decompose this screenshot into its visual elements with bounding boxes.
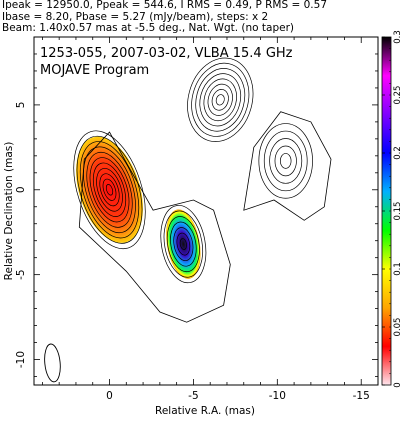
contour-level xyxy=(207,83,233,116)
contour-level xyxy=(163,210,204,278)
contour-level xyxy=(105,184,114,196)
contour-level xyxy=(86,151,133,228)
contour-level xyxy=(83,146,136,234)
contour-level xyxy=(199,73,242,127)
contour-level xyxy=(258,123,313,199)
contour-level xyxy=(89,157,130,223)
header-line-3: Beam: 1.40x0.57 mas at -5.5 deg., Nat. W… xyxy=(2,22,295,35)
colorbar-tick-label: 0.15 xyxy=(393,202,403,221)
colorbar-tick-label: 0.25 xyxy=(393,86,403,105)
contour-level xyxy=(279,153,292,169)
contour-level xyxy=(263,130,308,192)
map-annotation-line-2: MOJAVE Program xyxy=(40,63,149,78)
colorbar-tick-label: 0.3 xyxy=(393,30,403,44)
contour-level xyxy=(187,57,254,142)
contour-level xyxy=(99,173,120,207)
x-tick-label: -10 xyxy=(269,390,286,402)
plot-area xyxy=(3,37,378,385)
contour-level xyxy=(179,238,187,250)
contour-level xyxy=(211,89,229,111)
plot-frame xyxy=(33,36,379,386)
contour-group-core xyxy=(73,130,146,250)
contour-level xyxy=(102,178,117,201)
contour-group-knot-west xyxy=(258,123,313,199)
outer-contour-envelope-west xyxy=(243,111,332,221)
x-tick-label: -5 xyxy=(188,390,198,402)
y-tick-label: -5 xyxy=(15,269,27,279)
contour-level xyxy=(170,221,197,267)
y-axis-label: Relative Declination (mas) xyxy=(3,142,15,281)
contour-level xyxy=(215,94,225,106)
outer-contour-envelope xyxy=(78,131,231,323)
y-tick-label: -10 xyxy=(15,351,27,368)
contour-level xyxy=(73,130,146,250)
beam-ellipse xyxy=(44,343,61,383)
map-annotation-line-1: 1253-055, 2007-03-02, VLBA 15.4 GHz xyxy=(40,46,293,61)
contour-level xyxy=(191,62,250,137)
x-tick-label: 0 xyxy=(106,390,113,402)
contour-level xyxy=(92,162,127,217)
y-tick-label: 5 xyxy=(15,102,27,109)
colorbar-tick-label: 0 xyxy=(393,382,403,387)
contour-level xyxy=(195,68,246,132)
jet-polarization-patch xyxy=(166,209,201,279)
contour-group-knot-north xyxy=(187,57,254,142)
header-line-1: Ipeak = 12950.0, Ppeak = 544.6, I RMS = … xyxy=(2,0,328,11)
x-axis-label: Relative R.A. (mas) xyxy=(155,405,255,417)
contour-level xyxy=(160,205,207,284)
contour-level xyxy=(274,145,297,177)
contour-level xyxy=(176,232,191,256)
contour-group-jet-south xyxy=(160,205,207,284)
colorbar-tick-label: 0.05 xyxy=(393,318,403,337)
contour-level xyxy=(76,135,143,244)
contour-level xyxy=(166,216,200,273)
contour-level xyxy=(269,138,303,184)
y-tick-label: 0 xyxy=(15,186,27,193)
x-tick-label: -15 xyxy=(353,390,370,402)
colorbar-tick-label: 0.2 xyxy=(393,146,403,160)
contour-level xyxy=(96,167,123,212)
contour-level xyxy=(79,141,140,239)
beam-cross xyxy=(3,355,15,371)
contour-level xyxy=(173,227,194,262)
colorbar-tick-label: 0.1 xyxy=(393,262,403,276)
contour-level xyxy=(203,78,237,122)
image-header: Ipeak = 12950.0, Ppeak = 544.6, I RMS = … xyxy=(2,0,407,35)
header-line-2: Ibase = 8.20, Pbase = 5.27 (mJy/beam), s… xyxy=(2,10,269,23)
